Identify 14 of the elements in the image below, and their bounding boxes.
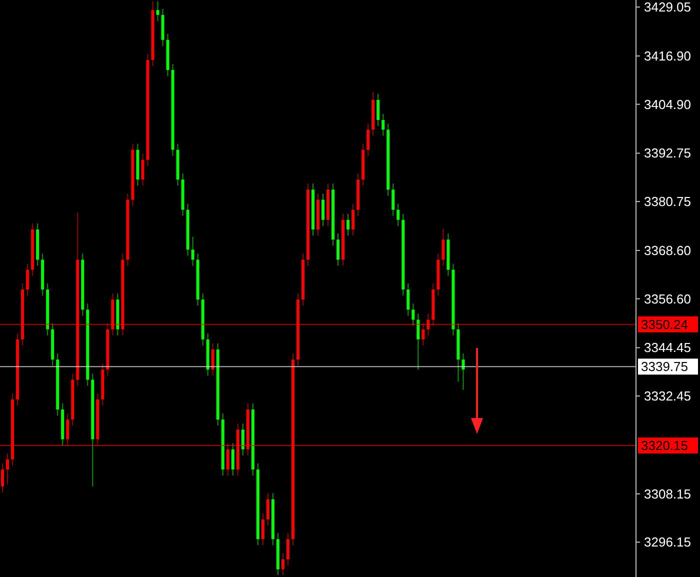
- y-tick-label: 3392.75: [644, 146, 691, 161]
- ref-line-label: 3350.24: [641, 316, 688, 332]
- y-tick-label: 3308.15: [644, 486, 691, 502]
- y-tick-label: 3344.45: [644, 340, 691, 356]
- y-tick-label: 3356.60: [644, 291, 691, 306]
- y-tick-label: 3429.05: [644, 0, 691, 15]
- y-tick-label: 3404.90: [644, 96, 691, 112]
- ref-line-label: 3339.75: [641, 359, 688, 374]
- ref-line-label: 3320.15: [641, 438, 688, 454]
- y-tick-label: 3296.15: [644, 534, 691, 550]
- y-tick-label: 3380.75: [644, 194, 691, 210]
- y-tick-label: 3368.60: [644, 242, 691, 258]
- y-tick-label: 3332.45: [644, 388, 691, 404]
- y-tick-label: 3416.90: [644, 48, 691, 64]
